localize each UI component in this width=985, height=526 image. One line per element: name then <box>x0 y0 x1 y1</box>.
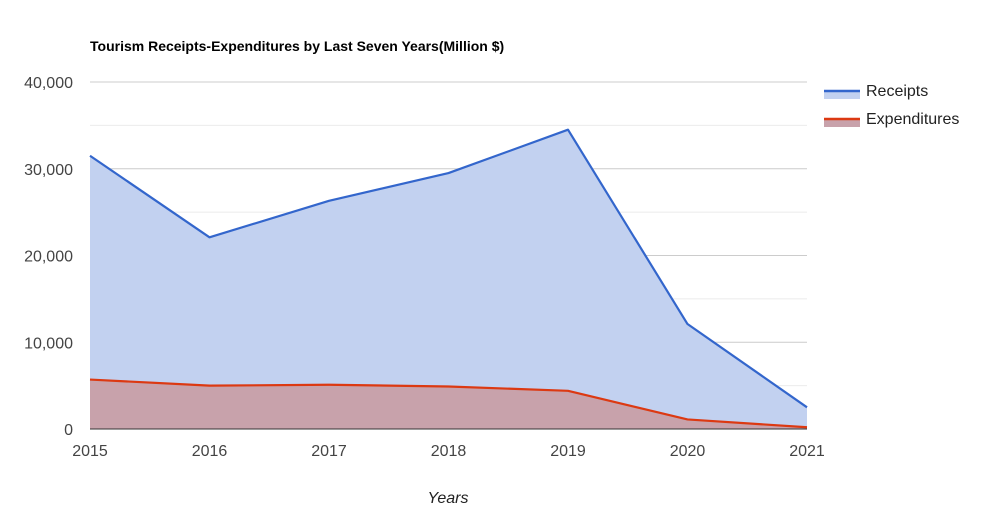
y-tick-label: 30,000 <box>24 162 73 179</box>
area-receipts <box>90 129 807 429</box>
x-tick-label: 2019 <box>550 443 586 460</box>
line-receipts <box>89 128 808 409</box>
chart-title: Tourism Receipts-Expenditures by Last Se… <box>90 38 504 54</box>
legend-item[interactable]: Receipts <box>824 83 928 100</box>
x-tick-label: 2015 <box>72 443 108 460</box>
legend-label: Expenditures <box>866 111 959 128</box>
x-tick-label: 2016 <box>192 443 228 460</box>
y-tick-label: 0 <box>64 422 73 439</box>
y-tick-label: 10,000 <box>24 335 73 352</box>
x-axis-title: Years <box>428 490 469 507</box>
series-lines <box>89 128 808 429</box>
legend[interactable]: Receipts Expenditures <box>824 83 959 128</box>
x-tick-label: 2020 <box>670 443 706 460</box>
line-expenditures <box>89 378 808 429</box>
legend-label: Receipts <box>866 83 928 100</box>
x-tick-label: 2017 <box>311 443 347 460</box>
x-axis-tick-labels: 2015 2016 2017 2018 2019 2020 2021 <box>72 443 825 460</box>
x-tick-label: 2018 <box>431 443 467 460</box>
legend-swatch <box>824 119 860 127</box>
y-axis-tick-labels: 0 10,000 20,000 30,000 40,000 <box>24 75 73 439</box>
y-tick-label: 20,000 <box>24 249 73 266</box>
x-tick-label: 2021 <box>789 443 825 460</box>
y-tick-label: 40,000 <box>24 75 73 92</box>
legend-item[interactable]: Expenditures <box>824 111 959 128</box>
legend-swatch <box>824 91 860 99</box>
series-areas <box>90 129 807 429</box>
area-expenditures <box>90 379 807 429</box>
